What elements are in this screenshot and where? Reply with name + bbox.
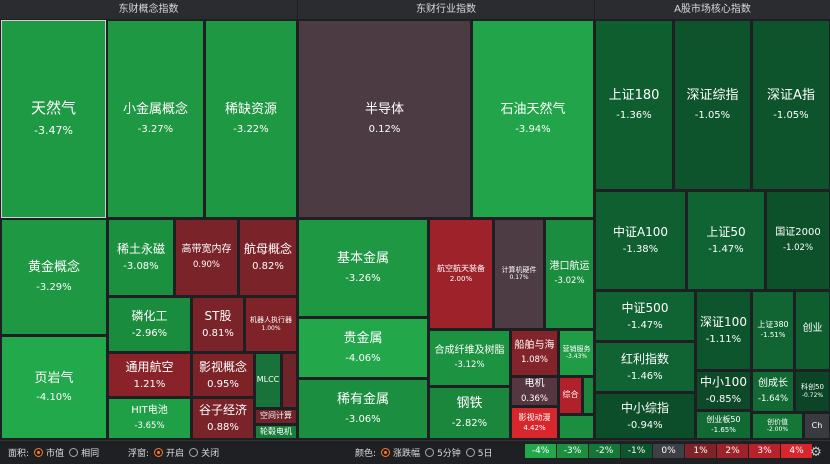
- tile-gold-concept[interactable]: 黄金概念 -3.29%: [1, 219, 107, 335]
- tile-robot-actuator[interactable]: 机器人执行器 1.00%: [245, 297, 297, 352]
- tile-scarce-resources[interactable]: 稀缺资源 -3.22%: [205, 20, 297, 218]
- legend-swatch: 1%: [685, 444, 716, 458]
- tile-steel[interactable]: 钢铁 -2.82%: [429, 387, 510, 439]
- tile-chinext-growth[interactable]: 创成长 -1.64%: [752, 371, 794, 412]
- tile-spatial-computing[interactable]: 空间计算: [255, 409, 297, 424]
- tile-film-concept[interactable]: 影视概念 0.95%: [192, 353, 254, 397]
- tile-small-green-a[interactable]: [583, 377, 594, 414]
- tile-szse-a-index[interactable]: 深证A指 -1.05%: [752, 20, 830, 190]
- tile-sme-composite[interactable]: 中小综指 -0.94%: [595, 393, 695, 439]
- tile-general-aviation[interactable]: 通用航空 1.21%: [108, 353, 191, 397]
- bottom-control-bar: 面积: 市值 相同 浮窗: 开启 关闭 颜色: 涨跌幅 5分钟 5日 -4% -…: [0, 440, 830, 464]
- legend-swatch: -2%: [589, 444, 620, 458]
- area-opt-equal[interactable]: 相同: [81, 449, 100, 459]
- panel-title-industry: 东财行业指数: [298, 0, 595, 19]
- tile-film-animation[interactable]: 影视动漫 4.42%: [511, 407, 558, 439]
- tile-star-50[interactable]: 科创50 -0.72%: [795, 371, 830, 412]
- tile-computer-hardware[interactable]: 计算机硬件 0.17%: [494, 219, 544, 329]
- tile-motor[interactable]: 电机 0.36%: [511, 377, 558, 406]
- tile-aircraft-carrier[interactable]: 航母概念 0.82%: [239, 219, 297, 296]
- tile-oil-gas[interactable]: 石油天然气 -3.94%: [472, 20, 594, 218]
- radio-color-change[interactable]: [381, 448, 391, 457]
- tile-chinext-50[interactable]: 创业板50 -1.65%: [696, 411, 751, 439]
- panel-title-concept: 东财概念指数: [0, 0, 298, 19]
- float-control: 浮窗: 开启 关闭: [128, 441, 219, 464]
- tile-st-stocks[interactable]: ST股 0.81%: [192, 297, 244, 352]
- area-opt-market-cap[interactable]: 市值: [46, 449, 65, 459]
- tile-sme-100[interactable]: 中小100 -0.85%: [696, 371, 751, 410]
- legend-swatch: -3%: [557, 444, 588, 458]
- legend-swatch: 2%: [717, 444, 748, 458]
- color-legend: -4% -3% -2% -1% 0% 1% 2% 3% 4%: [525, 444, 813, 458]
- tile-csi-a100[interactable]: 中证A100 -1.38%: [595, 191, 686, 290]
- tile-rare-metals[interactable]: 稀有金属 -3.06%: [298, 379, 428, 439]
- radio-area-market-cap[interactable]: [34, 448, 44, 457]
- legend-swatch: -4%: [525, 444, 556, 458]
- tile-hub-motor[interactable]: 轮毂电机: [255, 425, 297, 439]
- legend-swatch: 4%: [781, 444, 812, 458]
- tile-mlcc[interactable]: MLCC: [255, 353, 281, 408]
- panel-title-core-index: A股市场核心指数: [595, 0, 830, 19]
- tile-precious-metals[interactable]: 贵金属 -4.06%: [298, 318, 428, 378]
- tile-szse-100[interactable]: 深证100 -1.11%: [696, 291, 751, 370]
- tile-minor-metals[interactable]: 小金属概念 -3.27%: [107, 20, 204, 218]
- gear-icon[interactable]: ⚙: [810, 444, 822, 460]
- color-opt-change[interactable]: 涨跌幅: [393, 449, 421, 459]
- tile-shale-gas[interactable]: 页岩气 -4.10%: [1, 336, 107, 439]
- tile-chinext-value[interactable]: 创价值 -2.00%: [752, 413, 803, 439]
- tile-rare-earth[interactable]: 稀土永磁 -3.08%: [108, 219, 174, 296]
- tile-synthetic-fiber[interactable]: 合成纤维及树脂 -3.12%: [429, 330, 510, 386]
- color-opt-5min[interactable]: 5分钟: [437, 449, 461, 459]
- tile-chinext[interactable]: 创业: [795, 291, 830, 370]
- tile-semiconductor[interactable]: 半导体 0.12%: [298, 20, 471, 218]
- tile-dividend-index[interactable]: 红利指数 -1.46%: [595, 342, 695, 392]
- radio-float-off[interactable]: [189, 448, 199, 457]
- color-label: 颜色:: [355, 449, 377, 459]
- tile-aerospace-equipment[interactable]: 航空航天装备 2.00%: [429, 219, 493, 329]
- tile-shipbuilding[interactable]: 船舶与海 1.08%: [511, 330, 558, 376]
- tile-hit-battery[interactable]: HIT电池 -3.65%: [108, 398, 191, 439]
- color-opt-5day[interactable]: 5日: [477, 449, 493, 459]
- radio-area-equal[interactable]: [69, 448, 79, 457]
- float-label: 浮窗:: [128, 449, 150, 459]
- legend-swatch: 0%: [653, 444, 684, 458]
- tile-sse-50[interactable]: 上证50 -1.47%: [687, 191, 765, 290]
- legend-swatch: 3%: [749, 444, 780, 458]
- radio-color-5min[interactable]: [425, 448, 435, 457]
- tile-small-green-b[interactable]: [559, 415, 594, 439]
- tile-phosphorus-chem[interactable]: 磷化工 -2.96%: [108, 297, 191, 352]
- radio-color-5day[interactable]: [465, 448, 475, 457]
- tile-guzi-economy[interactable]: 谷子经济 0.88%: [192, 398, 254, 439]
- radio-float-on[interactable]: [154, 448, 164, 457]
- tile-natural-gas[interactable]: 天然气 -3.47%: [1, 20, 106, 218]
- tile-cni-2000[interactable]: 国证2000 -1.02%: [766, 191, 830, 290]
- tile-conglomerate[interactable]: 综合: [559, 377, 582, 414]
- float-opt-off[interactable]: 关闭: [201, 449, 220, 459]
- area-label: 面积:: [8, 449, 30, 459]
- legend-swatch: -1%: [621, 444, 652, 458]
- tile-ch-truncated[interactable]: Ch: [804, 413, 830, 439]
- tile-sse-180[interactable]: 上证180 -1.36%: [595, 20, 673, 190]
- tile-port-shipping[interactable]: 港口航运 -3.02%: [545, 219, 594, 329]
- tile-sse-380[interactable]: 上证380 -1.51%: [752, 291, 794, 370]
- tile-szse-composite[interactable]: 深证综指 -1.05%: [674, 20, 751, 190]
- tile-marketing-services[interactable]: 营销服务 -3.43%: [559, 330, 594, 376]
- tile-small-unlabeled[interactable]: [282, 353, 297, 408]
- float-opt-on[interactable]: 开启: [166, 449, 185, 459]
- tile-csi-500[interactable]: 中证500 -1.47%: [595, 291, 695, 341]
- area-control: 面积: 市值 相同: [8, 441, 99, 464]
- tile-hbm[interactable]: 高带宽内存 0.90%: [175, 219, 238, 296]
- tile-base-metals[interactable]: 基本金属 -3.26%: [298, 219, 428, 317]
- color-control: 颜色: 涨跌幅 5分钟 5日: [355, 441, 493, 464]
